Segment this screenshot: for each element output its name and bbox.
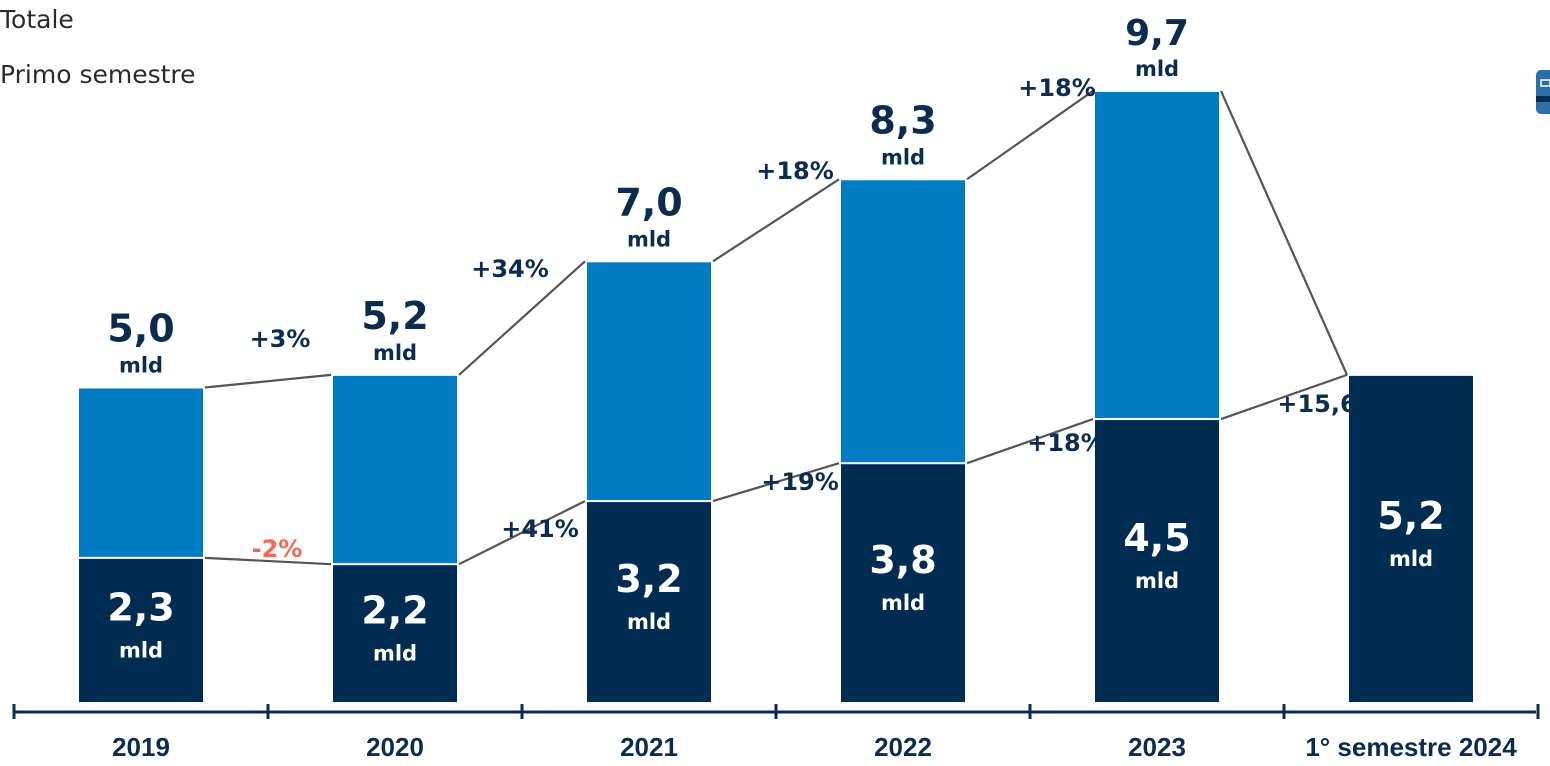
unit-label-first-half-0: mld (119, 638, 163, 662)
connector-first-half-0 (204, 556, 332, 566)
bar-first-half-3 (839, 462, 967, 704)
growth-label-first-half-1: +41% (501, 515, 579, 543)
growth-label-first-half-3: +18% (1027, 429, 1105, 457)
connector-total-2 (712, 178, 840, 263)
window-icon (1536, 70, 1550, 114)
bar-first-half-0 (77, 556, 205, 704)
growth-label-total-1: +34% (471, 255, 549, 283)
connector-total-3 (966, 90, 1094, 181)
growth-label-total-2: +18% (756, 157, 834, 185)
connector-total-0 (204, 373, 332, 389)
data-label-total-0: 5,0 (107, 307, 174, 351)
window-icon-glyph (1540, 79, 1550, 87)
unit-label-first-half-5: mld (1389, 547, 1433, 571)
window-icon-bar (1536, 96, 1550, 102)
data-label-total-2: 7,0 (615, 180, 682, 224)
data-label-total-1: 5,2 (361, 294, 428, 338)
connector-first-half-1 (458, 500, 586, 566)
growth-label-first-half-4: +15,6 (1277, 390, 1356, 418)
unit-label-first-half-1: mld (373, 642, 417, 666)
growth-label-total-0: +3% (250, 325, 311, 353)
x-tick-label-1: 2020 (366, 732, 424, 762)
growth-label-total-3: +18% (1018, 74, 1096, 102)
x-tick-label-0: 2019 (112, 732, 170, 762)
x-tick-label-5: 1° semestre 2024 (1305, 732, 1517, 762)
bar-first-half-5 (1347, 373, 1475, 704)
growth-label-first-half-0: -2% (252, 535, 303, 563)
legend-item-total: Totale (0, 5, 74, 34)
unit-label-total-1: mld (373, 341, 417, 365)
connector-first-half-4 (1220, 373, 1348, 421)
unit-label-first-half-2: mld (627, 610, 671, 634)
connector-total-1 (458, 260, 586, 376)
unit-label-first-half-3: mld (881, 591, 925, 615)
unit-label-total-3: mld (881, 145, 925, 169)
bar-first-half-1 (331, 563, 459, 704)
data-label-total-3: 8,3 (869, 98, 936, 142)
bars-first-half (77, 373, 1475, 704)
x-tick-label-3: 2022 (874, 732, 932, 762)
x-axis: 2019 2020 2021 2022 2023 1° semestre 2024 (12, 704, 1540, 762)
connector-first-half-2 (712, 462, 840, 503)
labels: 5,0 mld 2,3 mld 5,2 mld 2,2 mld 7,0 mld 3,2 mld 8,3 m… (107, 13, 1444, 666)
unit-label-first-half-4: mld (1135, 569, 1179, 593)
legend-item-first-half: Primo semestre (0, 60, 196, 89)
data-label-first-half-1: 2,2 (361, 589, 428, 633)
window-icon-body (1536, 70, 1550, 114)
x-tick-label-2: 2021 (620, 732, 678, 762)
data-label-total-4: 9,7 (1125, 13, 1189, 54)
bar-first-half-2 (585, 500, 713, 704)
data-label-first-half-3: 3,8 (869, 538, 936, 582)
unit-label-total-4: mld (1135, 57, 1179, 81)
data-label-first-half-4: 4,5 (1123, 516, 1190, 560)
data-label-first-half-2: 3,2 (615, 557, 682, 601)
connector-total-4 (1219, 90, 1349, 376)
data-label-first-half-5: 5,2 (1377, 494, 1444, 538)
connector-first-half-3 (966, 418, 1094, 465)
unit-label-total-2: mld (627, 227, 671, 251)
bar-first-half-4 (1093, 418, 1221, 704)
growth-label-first-half-2: +19% (761, 468, 839, 496)
data-label-first-half-0: 2,3 (107, 585, 174, 629)
growth-connectors (204, 90, 1349, 566)
x-tick-label-4: 2023 (1128, 732, 1186, 762)
unit-label-total-0: mld (119, 354, 163, 378)
